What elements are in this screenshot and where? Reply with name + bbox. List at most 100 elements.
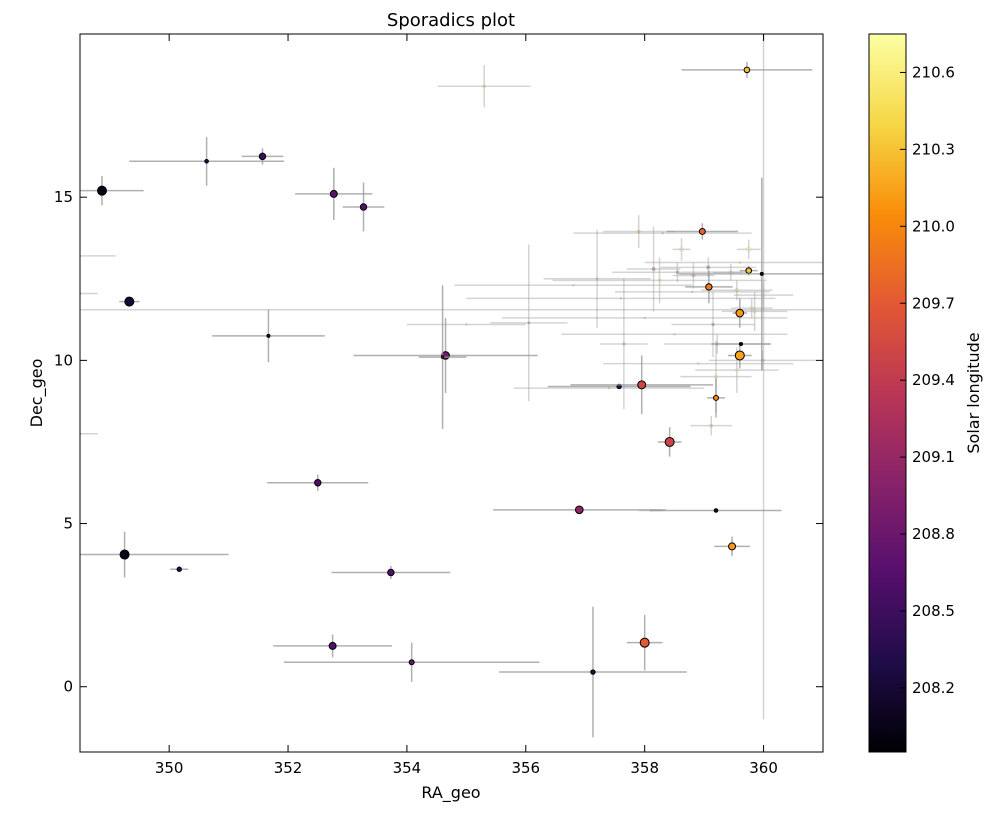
y-tick-label: 10 xyxy=(54,351,73,369)
data-point-marker xyxy=(643,316,646,320)
data-marks xyxy=(80,34,823,738)
data-point xyxy=(721,291,788,331)
data-point-marker xyxy=(96,185,107,196)
chart-title: Sporadics plot xyxy=(387,10,515,31)
data-point-marker xyxy=(706,265,711,270)
data-point-marker xyxy=(664,436,675,447)
data-point xyxy=(80,175,144,206)
data-point-marker xyxy=(734,350,745,361)
colorbar-tick-label: 210.0 xyxy=(912,217,955,235)
colorbar-tick-label: 209.7 xyxy=(912,294,955,312)
data-point-marker xyxy=(735,308,745,318)
data-point-marker xyxy=(574,505,584,515)
data-point-marker xyxy=(440,355,445,359)
data-point-marker xyxy=(204,158,209,164)
data-point-marker xyxy=(595,277,599,281)
colorbar-tick-label: 208.8 xyxy=(912,525,955,543)
data-point xyxy=(690,415,733,436)
data-point xyxy=(406,323,526,326)
y-axis-ticks: 0 5 10 15 xyxy=(54,188,823,696)
data-point-marker xyxy=(527,321,531,325)
data-point-marker xyxy=(738,341,744,347)
data-point-marker xyxy=(746,246,752,252)
data-point xyxy=(499,606,687,738)
data-point-marker xyxy=(714,374,718,379)
data-point xyxy=(273,634,393,658)
data-point-marker xyxy=(698,227,706,235)
data-point xyxy=(732,298,747,328)
data-point-marker xyxy=(673,333,676,336)
data-point xyxy=(543,229,651,328)
data-point xyxy=(672,237,691,261)
colorbar-tick-label: 209.4 xyxy=(912,371,955,389)
data-point-marker xyxy=(728,542,737,551)
data-point xyxy=(80,531,229,578)
colorbar-tick-label: 208.2 xyxy=(912,679,955,697)
data-point xyxy=(342,182,385,232)
data-point-marker xyxy=(408,659,415,666)
data-point-marker xyxy=(749,306,754,310)
data-point-marker xyxy=(752,309,757,314)
colorbar-ticks: 208.2 208.5 208.8 209.1 209.4 209.7 210.0 210.3… xyxy=(900,63,955,697)
data-point xyxy=(707,378,725,418)
data-point xyxy=(666,223,739,240)
data-point-marker xyxy=(359,203,368,211)
data-point xyxy=(714,536,750,557)
data-point-marker xyxy=(266,333,271,338)
x-axis-ticks: 350 352 354 356 358 360 xyxy=(155,34,778,777)
data-point xyxy=(603,215,675,248)
colorbar-tick-label: 210.3 xyxy=(912,140,955,158)
y-tick-label: 5 xyxy=(63,515,73,533)
data-point xyxy=(727,342,752,369)
colorbar-label: Solar longitude xyxy=(964,332,983,453)
data-point-marker xyxy=(607,386,611,390)
data-point-marker xyxy=(622,342,626,346)
plot-area xyxy=(80,34,823,752)
data-point-marker xyxy=(465,323,468,326)
x-tick-label: 360 xyxy=(749,759,778,777)
data-point xyxy=(650,508,782,513)
x-tick-label: 350 xyxy=(155,759,184,777)
data-point xyxy=(80,308,823,312)
data-point-marker xyxy=(709,423,714,428)
data-point xyxy=(685,270,733,304)
data-point-marker xyxy=(657,278,662,283)
data-point-marker xyxy=(696,362,700,365)
data-point-marker xyxy=(690,290,694,294)
data-point xyxy=(713,264,749,281)
data-point xyxy=(681,61,813,79)
data-point xyxy=(657,427,682,457)
data-point-marker xyxy=(329,189,338,198)
data-point-marker xyxy=(119,549,130,560)
data-point-marker xyxy=(258,152,267,161)
data-point xyxy=(611,262,743,283)
data-point-marker xyxy=(743,66,751,74)
data-point xyxy=(603,362,794,365)
data-point xyxy=(730,298,773,318)
data-point xyxy=(733,282,794,309)
data-point-marker xyxy=(734,288,739,293)
data-point xyxy=(552,257,767,304)
data-point xyxy=(626,226,681,312)
data-point-marker xyxy=(651,266,656,272)
data-point xyxy=(241,148,284,165)
data-point xyxy=(711,341,771,347)
data-point-marker xyxy=(745,267,753,274)
data-point xyxy=(671,291,755,358)
data-point-marker xyxy=(762,359,765,362)
data-point xyxy=(600,278,648,410)
y-tick-label: 0 xyxy=(63,678,73,696)
data-point xyxy=(570,355,714,415)
data-point xyxy=(211,309,325,362)
data-point-marker xyxy=(124,296,135,307)
data-point xyxy=(295,167,373,221)
data-point-marker xyxy=(711,322,715,327)
data-point xyxy=(762,34,765,720)
data-point-marker xyxy=(482,84,486,88)
data-point xyxy=(736,239,761,260)
x-tick-label: 356 xyxy=(511,759,540,777)
data-point-marker xyxy=(713,508,719,513)
x-tick-label: 358 xyxy=(630,759,659,777)
data-point xyxy=(80,255,116,257)
data-point xyxy=(490,244,568,402)
